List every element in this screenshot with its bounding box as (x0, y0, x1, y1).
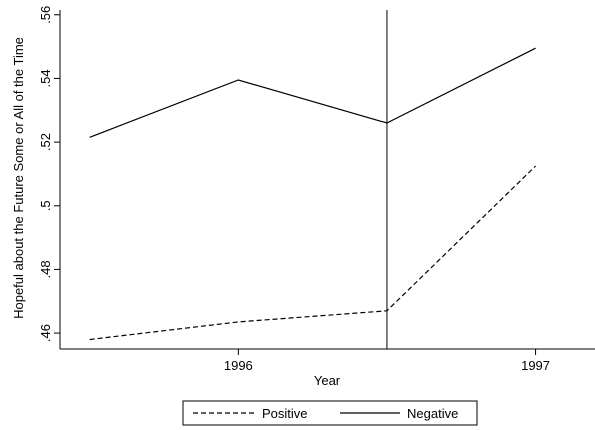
legend-label-negative: Negative (407, 406, 458, 421)
y-axis-title: Hopeful about the Future Some or All of … (11, 37, 26, 319)
y-tick-label: .48 (38, 260, 53, 278)
legend: Positive Negative (182, 400, 478, 426)
y-tick-label: .5 (38, 200, 53, 211)
x-axis-title: Year (314, 373, 341, 388)
x-tick-label: 1996 (224, 358, 253, 373)
y-tick-label: .52 (38, 133, 53, 151)
series-line-negative (89, 47, 536, 138)
series-line-positive (89, 165, 537, 341)
legend-label-positive: Positive (262, 406, 308, 421)
y-tick-label: .46 (38, 324, 53, 342)
legend-box (182, 400, 478, 426)
y-tick-label: .56 (38, 6, 53, 24)
series-lines (89, 47, 537, 341)
y-ticks: .46 .48 .5 .52 .54 .56 (38, 6, 60, 342)
x-tick-label: 1997 (521, 358, 550, 373)
y-tick-label: .54 (38, 69, 53, 87)
x-ticks: 1996 1997 (224, 349, 550, 373)
